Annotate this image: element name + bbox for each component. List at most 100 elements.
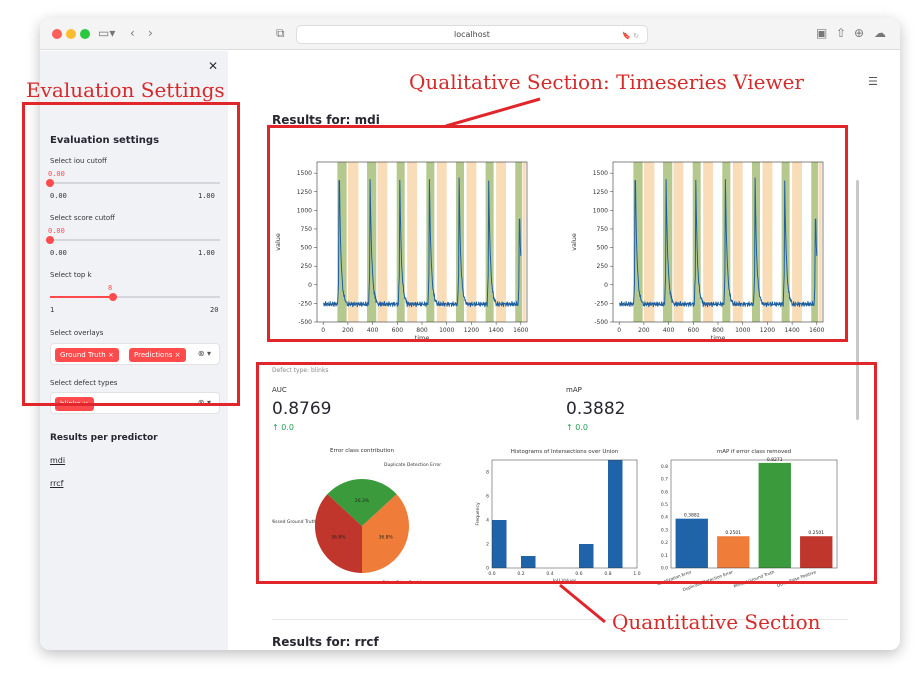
x-tick-label: 200 xyxy=(342,327,354,334)
overlay-tag-predictions[interactable]: Predictions × xyxy=(129,348,186,362)
y-tick-label: 0.2 xyxy=(661,540,668,546)
overlay-tag-ground-truth[interactable]: Ground Truth × xyxy=(55,348,119,362)
timeseries-plot-1: 0 200 400 600 800 1000 1200 1400 1600 -500 -250 0 25… xyxy=(274,161,529,342)
menu-icon[interactable]: ☰ xyxy=(868,75,878,88)
predicted-region xyxy=(407,162,418,322)
histogram-bar xyxy=(608,460,623,568)
evaluation-settings-title: Evaluation settings xyxy=(50,135,160,146)
histogram-bar xyxy=(521,556,536,568)
sidebar-toggle-icon[interactable]: ▭▾ xyxy=(98,26,116,40)
section-divider xyxy=(272,619,848,620)
y-tick-label: -500 xyxy=(594,319,608,326)
topk-max: 20 xyxy=(210,306,219,314)
cloud-icon[interactable]: ☁ xyxy=(874,26,886,40)
y-axis-label: Frequency xyxy=(475,502,481,526)
score-min: 0.00 xyxy=(50,249,67,257)
topk-slider-fill xyxy=(50,296,113,298)
y-tick-label: 4 xyxy=(486,518,489,524)
metric-map-value: 0.3882 xyxy=(566,399,626,419)
x-axis-label: time xyxy=(711,334,726,342)
predicted-region xyxy=(792,162,802,322)
pie-slice-percent: 36.8% xyxy=(331,534,346,540)
topk-value: 8 xyxy=(108,284,113,292)
x-tick-label: 1600 xyxy=(513,327,528,334)
predictor-link-mdi[interactable]: mdi xyxy=(50,456,66,465)
y-tick-label: 1250 xyxy=(593,189,608,196)
predicted-region xyxy=(673,162,684,322)
tab-overview-icon[interactable]: ⧉ xyxy=(276,26,285,40)
y-tick-label: 0.5 xyxy=(661,502,668,508)
y-tick-label: 1500 xyxy=(593,170,608,177)
overlays-multiselect[interactable]: Ground Truth × Predictions × ⊗ ▾ xyxy=(50,343,220,365)
minimize-window-button[interactable] xyxy=(66,29,76,39)
download-icon[interactable]: ⊕ xyxy=(854,26,865,40)
topk-slider-thumb[interactable] xyxy=(108,293,117,301)
forward-icon[interactable]: › xyxy=(148,26,153,40)
x-tick-label: 400 xyxy=(663,327,675,334)
y-tick-label: 0 xyxy=(486,566,489,572)
zoom-window-button[interactable] xyxy=(80,29,90,39)
timeseries-plot-2: 0 200 400 600 800 1000 1200 1400 1600 -500 -250 0 25… xyxy=(570,161,825,342)
iou-max: 1.00 xyxy=(198,192,215,200)
score-slider-thumb[interactable] xyxy=(46,236,54,244)
x-tick-label: 1600 xyxy=(809,327,824,334)
address-bar[interactable]: localhost 🔖 ↻ xyxy=(296,25,648,44)
pie-slice-percent: 26.3% xyxy=(355,498,370,504)
iou-slider[interactable] xyxy=(46,179,220,187)
predictor-link-rrcf[interactable]: rrcf xyxy=(50,479,64,488)
predicted-region xyxy=(643,162,655,322)
close-window-button[interactable] xyxy=(52,29,62,39)
x-tick-label: 0 xyxy=(321,327,325,334)
y-tick-label: -250 xyxy=(594,300,608,307)
x-tick-label: 800 xyxy=(712,327,724,334)
metric-auc-delta: ↑ 0.0 xyxy=(272,423,294,432)
y-tick-label: 8 xyxy=(486,470,489,476)
close-icon[interactable]: ✕ xyxy=(208,59,219,73)
series-line xyxy=(619,177,818,308)
score-slider[interactable] xyxy=(46,236,220,244)
annotation-evaluation-settings: Evaluation Settings xyxy=(26,78,225,102)
clear-dropdown-icon[interactable]: ⊗ ▾ xyxy=(197,398,211,407)
y-tick-label: 0.7 xyxy=(661,477,668,483)
topk-slider[interactable] xyxy=(50,293,220,301)
plot-frame xyxy=(491,459,638,569)
back-icon[interactable]: ‹ xyxy=(130,26,135,40)
x-axis-label: time xyxy=(415,334,430,342)
map-bar xyxy=(717,536,750,568)
iou-value: 0.00 xyxy=(48,170,65,178)
error-class-pie-chart: Error class contribution 36.8% Duplicate D… xyxy=(272,448,441,586)
result-title-mdi: Results for: mdi xyxy=(272,113,380,127)
x-tick-label: 800 xyxy=(416,327,428,334)
x-tick-label: 0.6 xyxy=(575,571,582,577)
metric-map-delta: ↑ 0.0 xyxy=(566,423,588,432)
map-bar-value: 0.2501 xyxy=(808,530,824,536)
evaluation-settings-highlight xyxy=(22,102,240,406)
iou-slider-thumb[interactable] xyxy=(46,179,54,187)
x-tick-label: 600 xyxy=(392,327,404,334)
scrollbar[interactable] xyxy=(856,180,859,420)
x-tick-label: 0.0 xyxy=(488,571,495,577)
annotation-qualitative-section: Qualitative Section: Timeseries Viewer xyxy=(409,70,804,94)
extension-icon[interactable]: ▣ xyxy=(816,26,828,40)
predicted-region xyxy=(818,162,822,322)
series-line xyxy=(323,177,522,308)
clear-dropdown-icon[interactable]: ⊗ ▾ xyxy=(197,349,211,358)
y-tick-label: 1000 xyxy=(593,207,608,214)
x-tick-label: 0 xyxy=(617,327,621,334)
translate-reload-icons[interactable]: 🔖 ↻ xyxy=(622,32,639,40)
metric-map-label: mAP xyxy=(566,386,582,394)
x-tick-label: 1400 xyxy=(784,327,799,334)
qualitative-section-highlight xyxy=(267,125,848,342)
ground-truth-region xyxy=(633,162,643,322)
x-tick-label: 1000 xyxy=(439,327,454,334)
map-bar xyxy=(800,536,833,568)
share-icon[interactable]: ⇧ xyxy=(836,26,847,40)
pie-title: Error class contribution xyxy=(330,448,394,454)
plot-frame xyxy=(670,459,838,569)
y-tick-label: 250 xyxy=(597,263,609,270)
y-tick-label: 6 xyxy=(486,494,489,500)
x-tick-label: 400 xyxy=(367,327,379,334)
y-tick-label: 0 xyxy=(308,282,312,289)
x-tick-label: 1200 xyxy=(464,327,479,334)
histogram-bar xyxy=(492,520,507,568)
